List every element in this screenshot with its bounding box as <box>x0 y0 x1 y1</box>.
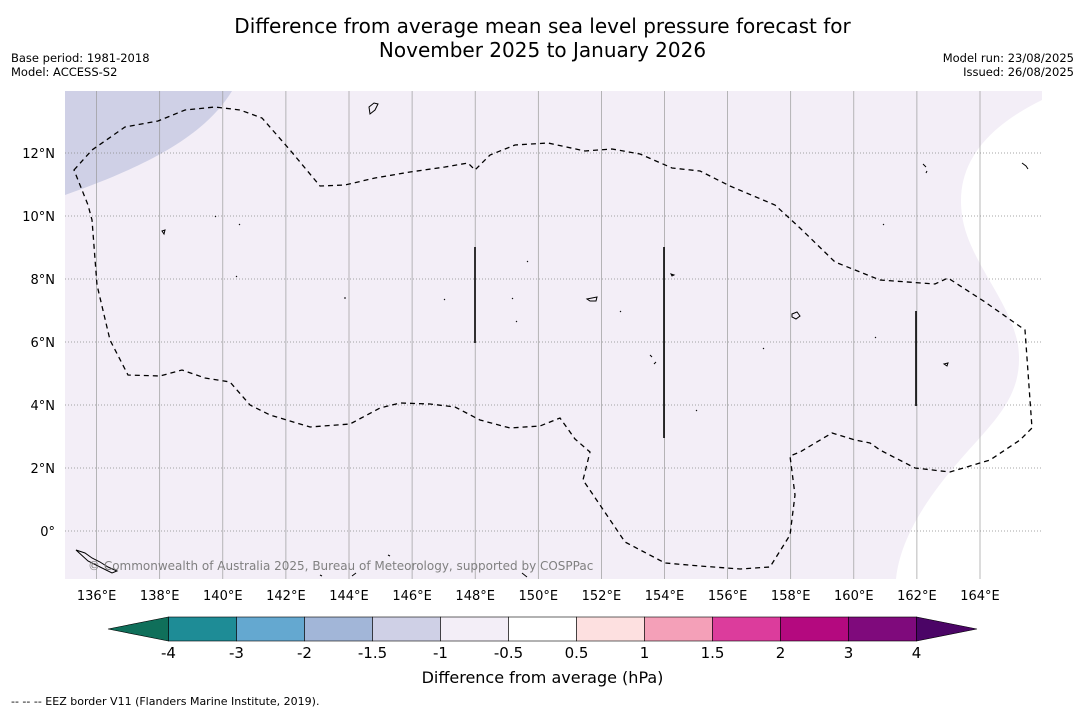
meta-left: Base period: 1981-2018 Model: ACCESS-S2 <box>11 51 150 79</box>
white-region-upper-right <box>896 100 1042 579</box>
colorbar-swatch <box>712 616 781 642</box>
colorbar-extend-low <box>107 616 169 642</box>
colorbar-tick-label: 3 <box>844 644 854 662</box>
lon-tick-label: 150°E <box>519 589 559 604</box>
colorbar-tick-label: 1.5 <box>701 644 725 662</box>
title-line-2: November 2025 to January 2026 <box>378 38 707 62</box>
lon-tick-label: 144°E <box>329 589 369 604</box>
lat-tick-label: 8°N <box>31 273 56 288</box>
lon-tick-label: 152°E <box>582 589 622 604</box>
lon-tick-label: 154°E <box>645 589 685 604</box>
lon-tick-label: 140°E <box>203 589 243 604</box>
lat-tick-label: 0° <box>40 525 55 540</box>
latitude-tick-labels: 12°N 10°N 8°N 6°N 4°N 2°N 0° <box>22 147 55 540</box>
colorbar-tick-label: 2 <box>776 644 786 662</box>
colorbar-swatch <box>644 616 713 642</box>
colorbar-tick-label: 4 <box>912 644 922 662</box>
footnote: -- -- -- EEZ border V11 (Flanders Marine… <box>11 695 320 708</box>
colorbar-tick-label: -3 <box>229 644 244 662</box>
colorbar-swatch <box>780 616 849 642</box>
colorbar-tick-label: -4 <box>161 644 176 662</box>
negative-anomaly-region <box>65 91 232 195</box>
colorbar-swatch <box>440 616 509 642</box>
lon-tick-label: 156°E <box>708 589 748 604</box>
colorbar-tick-label: -0.5 <box>494 644 523 662</box>
eez-border <box>73 106 1033 570</box>
colorbar-swatch <box>236 616 305 642</box>
lat-tick-label: 2°N <box>31 462 56 477</box>
lat-tick-label: 4°N <box>31 399 56 414</box>
colorbar-swatch <box>848 616 917 642</box>
chart-title: Difference from average mean sea level p… <box>0 14 1085 62</box>
colorbar: -4 -3 -2 -1.5 -1 -0.5 0.5 1 1.5 2 3 4 <box>107 616 978 662</box>
lon-tick-label: 148°E <box>455 589 495 604</box>
islands <box>75 102 1029 578</box>
lon-tick-label: 138°E <box>140 589 180 604</box>
longitude-tick-labels: 136°E 138°E 140°E 142°E 144°E 146°E 148°E 150°E… <box>77 589 1000 604</box>
base-period-text: Base period: 1981-2018 <box>11 51 150 65</box>
lon-tick-label: 164°E <box>960 589 1000 604</box>
lon-tick-label: 146°E <box>392 589 432 604</box>
map-background <box>65 91 1042 579</box>
colorbar-swatch <box>304 616 373 642</box>
title-line-1: Difference from average mean sea level p… <box>234 14 851 38</box>
lat-tick-label: 6°N <box>31 336 56 351</box>
colorbar-tick-label: -1 <box>433 644 448 662</box>
issued-text: Issued: 26/08/2025 <box>963 65 1074 79</box>
lon-tick-label: 136°E <box>77 589 117 604</box>
lat-tick-label: 10°N <box>22 210 55 225</box>
colorbar-tick-label: -2 <box>297 644 312 662</box>
colorbar-tick-label: 0.5 <box>565 644 589 662</box>
model-text: Model: ACCESS-S2 <box>11 65 118 79</box>
lon-tick-label: 162°E <box>897 589 937 604</box>
lat-tick-label: 12°N <box>22 147 55 162</box>
colorbar-extend-high <box>916 616 978 642</box>
meta-right: Model run: 23/08/2025 Issued: 26/08/2025 <box>943 51 1074 79</box>
colorbar-swatch <box>576 616 645 642</box>
copyright-text: © Commonwealth of Australia 2025, Bureau… <box>88 559 593 573</box>
colorbar-swatch <box>508 616 577 642</box>
lon-tick-label: 160°E <box>834 589 874 604</box>
colorbar-swatch <box>372 616 441 642</box>
colorbar-tick-label: 1 <box>640 644 650 662</box>
lon-tick-label: 158°E <box>771 589 811 604</box>
lon-tick-label: 142°E <box>266 589 306 604</box>
colorbar-label: Difference from average (hPa) <box>421 668 664 687</box>
colorbar-swatch <box>168 616 237 642</box>
model-run-text: Model run: 23/08/2025 <box>942 51 1074 65</box>
grid-lines <box>65 91 1042 579</box>
colorbar-tick-label: -1.5 <box>358 644 387 662</box>
